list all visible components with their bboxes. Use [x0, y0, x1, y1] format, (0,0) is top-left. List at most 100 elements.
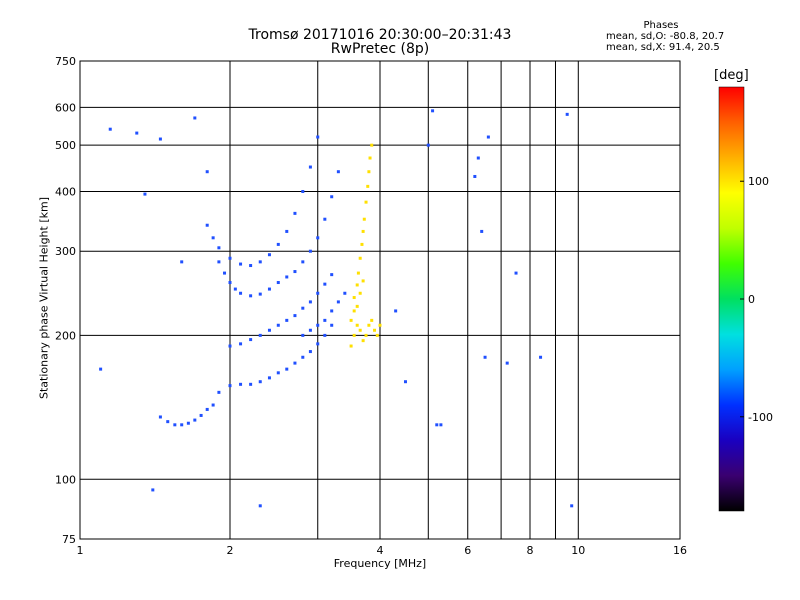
y-tick-label: 750 — [55, 55, 76, 68]
data-point — [330, 273, 334, 277]
data-point — [361, 339, 365, 343]
data-point — [330, 195, 334, 199]
data-point — [293, 211, 297, 215]
data-point — [267, 328, 271, 332]
data-point — [258, 333, 262, 337]
data-point — [276, 281, 280, 285]
data-point — [249, 264, 253, 268]
colorbar-tick-label: 100 — [748, 175, 769, 188]
plot-grid — [79, 60, 681, 540]
plot-frame — [79, 60, 681, 540]
data-point — [180, 260, 184, 264]
data-point — [367, 323, 371, 327]
colorbar — [718, 86, 745, 512]
data-point — [228, 256, 232, 260]
data-point — [205, 170, 209, 174]
data-point — [373, 328, 377, 332]
data-point — [316, 291, 320, 295]
data-point — [364, 200, 368, 204]
data-point — [370, 143, 374, 147]
data-point — [480, 229, 484, 233]
data-point — [199, 413, 203, 417]
data-point — [228, 281, 232, 285]
data-point — [267, 287, 271, 291]
chart-subtitle: RwPretec (8p) — [330, 41, 430, 57]
data-point — [285, 275, 289, 279]
data-point — [308, 165, 312, 169]
data-point — [205, 407, 209, 411]
data-point — [486, 135, 490, 139]
phase-stats: Phases mean, sd,O: -80.8, 20.7 mean, sd,… — [606, 20, 766, 53]
data-point — [239, 342, 243, 346]
data-point — [352, 333, 356, 337]
data-point — [361, 279, 365, 283]
data-point — [249, 338, 253, 342]
y-tick-label: 400 — [55, 185, 76, 198]
data-point — [158, 137, 162, 141]
data-point — [358, 256, 362, 260]
data-point — [217, 246, 221, 250]
data-point — [358, 328, 362, 332]
data-point — [403, 380, 407, 384]
data-point — [293, 270, 297, 274]
y-tick-label: 600 — [55, 101, 76, 114]
data-point — [316, 236, 320, 240]
chart-title: Tromsø 20171016 20:30:00–20:31:43 — [248, 27, 512, 43]
data-point — [316, 135, 320, 139]
data-point — [330, 309, 334, 313]
data-point — [316, 323, 320, 327]
data-point — [108, 127, 112, 131]
colorbar-tick-label: -100 — [748, 411, 773, 424]
data-point — [570, 504, 574, 508]
data-point — [285, 367, 289, 371]
data-point — [223, 271, 227, 275]
data-point — [366, 184, 370, 188]
x-tick-label: 6 — [464, 544, 471, 557]
data-point — [343, 291, 347, 295]
data-point — [352, 309, 356, 313]
data-point — [166, 420, 170, 424]
data-point — [352, 296, 356, 300]
data-point — [431, 109, 435, 113]
data-point — [301, 260, 305, 264]
data-point — [228, 384, 232, 388]
data-point — [308, 328, 312, 332]
data-point — [239, 262, 243, 266]
data-point — [173, 423, 177, 427]
data-point — [483, 355, 487, 359]
data-point — [249, 294, 253, 298]
data-point — [330, 323, 334, 327]
data-point — [158, 415, 162, 419]
data-point — [364, 333, 368, 337]
data-point — [394, 309, 398, 313]
y-axis-ticks: 75 100 200 300 400 500 600 750 — [55, 55, 76, 546]
data-point — [378, 323, 382, 327]
colorbar-ticks: 100 0 -100 — [740, 175, 773, 424]
y-tick-label: 300 — [55, 245, 76, 258]
data-point — [249, 382, 253, 386]
data-point — [211, 403, 215, 407]
data-point — [217, 260, 221, 264]
phase-stats-label: Phases — [643, 20, 679, 31]
data-point — [205, 223, 209, 227]
data-point — [476, 156, 480, 160]
x-axis-label: Frequency [MHz] — [333, 557, 427, 570]
phase-stats-o: mean, sd,O: -80.8, 20.7 — [606, 31, 725, 42]
data-point — [193, 418, 197, 422]
data-point — [473, 174, 477, 178]
data-point — [355, 304, 359, 308]
data-point — [355, 323, 359, 327]
data-point — [293, 361, 297, 365]
data-point — [301, 333, 305, 337]
data-point — [258, 380, 262, 384]
data-point — [539, 355, 543, 359]
data-point — [360, 242, 364, 246]
data-point — [258, 292, 262, 296]
data-point — [239, 382, 243, 386]
data-point — [233, 287, 237, 291]
data-point — [143, 192, 147, 196]
data-point — [370, 318, 374, 322]
data-point — [285, 229, 289, 233]
data-point — [356, 271, 360, 275]
